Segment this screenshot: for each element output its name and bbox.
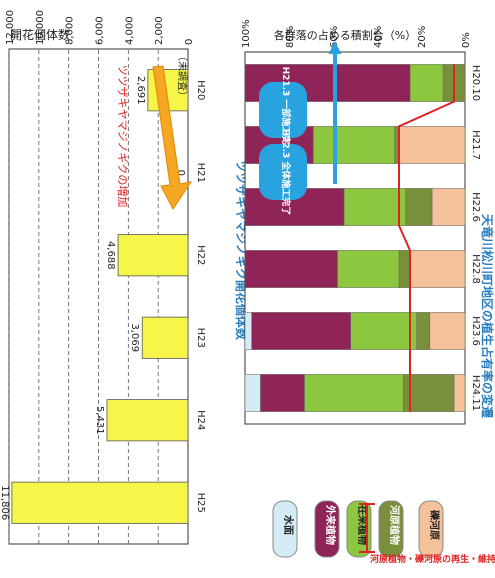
flowering-count-tick-label: 2,000 bbox=[154, 16, 165, 45]
vegetation-legend-label: 水面 bbox=[282, 514, 295, 535]
construction-event-label: H22.3 全体施工完了 bbox=[280, 129, 292, 216]
vegetation-legend-swatch bbox=[378, 500, 404, 558]
vegetation-share-red-line-path bbox=[398, 64, 455, 412]
vegetation-share-segment bbox=[416, 312, 431, 350]
vegetation-share-caption: 天竜川松川町地区の植生占有率の変遷 bbox=[480, 214, 495, 418]
vegetation-share-segment bbox=[350, 312, 417, 350]
vegetation-share-segment bbox=[453, 374, 466, 412]
flowering-count-bar bbox=[11, 481, 189, 524]
vegetation-legend-label: 礫河原 bbox=[428, 510, 441, 540]
flowering-count-tick-label: 10,000 bbox=[35, 10, 46, 45]
vegetation-share-segment bbox=[403, 374, 455, 412]
vegetation-share-tick-label: 40% bbox=[373, 26, 384, 48]
flowering-count-tick-label: 4,000 bbox=[124, 16, 135, 45]
vegetation-share-segment bbox=[409, 250, 466, 288]
flowering-count-category-label: H23 bbox=[195, 328, 206, 348]
flowering-count-value-label: 5,431 bbox=[94, 406, 105, 435]
vegetation-share-category-label: H21.7 bbox=[470, 130, 481, 160]
construction-event-badge bbox=[259, 144, 307, 200]
vegetation-share-segment bbox=[312, 126, 395, 164]
vegetation-share-segment bbox=[304, 374, 404, 412]
vegetation-share-chart: 0% 20% 40% 60% 80% 100% H20.10 H21.7 H22.6 H22.8… bbox=[241, 19, 495, 565]
vegetation-share-category-label: H23.6 bbox=[470, 316, 481, 346]
flowering-count-chart: 2,691 0 4,688 3,069 5,431 11,806 H20 H21 H22 H23… bbox=[0, 10, 249, 545]
restoration-bracket bbox=[359, 503, 375, 553]
vegetation-legend-label: 河原植物 bbox=[388, 505, 401, 545]
flowering-count-title: 開花個体数 bbox=[10, 27, 70, 42]
flowering-count-category-label: H24 bbox=[195, 410, 206, 430]
vegetation-legend-label: 在来植物 bbox=[356, 505, 369, 545]
vegetation-share-category-labels: H20.10 H21.7 H22.6 H22.8 H23.6 H24.11 bbox=[470, 65, 481, 411]
vegetation-share-axis-label: 各群落の占める積割合（%） bbox=[274, 28, 416, 42]
flowering-count-category-label: H22 bbox=[195, 245, 206, 265]
vegetation-legend-label: 外来植物 bbox=[324, 504, 337, 545]
construction-event-badge bbox=[259, 82, 307, 138]
vegetation-share-segment bbox=[260, 374, 305, 412]
not-surveyed-label: （未調査） bbox=[176, 51, 189, 101]
vegetation-legend: 礫河原 河原植物 在来植物 外来植物 水面 bbox=[272, 500, 444, 558]
vegetation-share-segment bbox=[405, 188, 433, 226]
vegetation-share-category-label: H24.11 bbox=[470, 375, 481, 411]
vegetation-legend-swatch bbox=[346, 500, 372, 558]
construction-event-label: H21.3 一部施工完了 bbox=[280, 67, 292, 154]
flowering-count-category-label: H21 bbox=[195, 163, 206, 183]
rotated-figure: 2,691 0 4,688 3,069 5,431 11,806 H20 H21 H22 H23… bbox=[0, 10, 495, 565]
vegetation-share-segment bbox=[251, 312, 351, 350]
vegetation-share-red-line bbox=[398, 64, 455, 412]
vegetation-legend-swatch bbox=[314, 500, 340, 558]
vegetation-share-tick-labels: 0% 20% 40% 60% 80% 100% bbox=[241, 19, 472, 48]
vegetation-share-category-label: H22.6 bbox=[470, 192, 481, 222]
flowering-count-value-label: 2,691 bbox=[135, 76, 146, 105]
flowering-count-bar bbox=[117, 234, 189, 277]
vegetation-share-tick-label: 0% bbox=[461, 32, 472, 48]
vegetation-share-segment bbox=[431, 188, 466, 226]
flowering-count-value-label: 3,069 bbox=[129, 323, 140, 352]
vegetation-share-tick-label: 100% bbox=[241, 19, 252, 48]
vegetation-share-tick-label: 80% bbox=[285, 26, 296, 48]
flowering-count-category-label: H25 bbox=[195, 493, 206, 513]
flowering-count-grid bbox=[8, 48, 189, 545]
flowering-count-tick-label: 0 bbox=[184, 39, 195, 45]
flowering-count-category-labels: H20 H21 H22 H23 H24 H25 bbox=[195, 80, 206, 513]
vegetation-share-segment bbox=[343, 188, 406, 226]
vegetation-share-segment bbox=[429, 312, 466, 350]
vegetation-share-segment bbox=[337, 250, 400, 288]
vegetation-legend-swatch bbox=[418, 500, 444, 558]
vegetation-share-category-label: H20.10 bbox=[470, 65, 481, 101]
vegetation-share-segment bbox=[244, 312, 252, 350]
vegetation-share-segment bbox=[244, 250, 338, 288]
vegetation-share-segment bbox=[398, 250, 411, 288]
increase-trend-arrow bbox=[152, 65, 193, 210]
vegetation-share-tick-label: 60% bbox=[329, 26, 340, 48]
flowering-count-tick-labels: 0 2,000 4,000 6,000 8,000 10,000 12,000 bbox=[5, 10, 195, 45]
flowering-count-value-label: 4,688 bbox=[105, 241, 116, 270]
flowering-count-bar bbox=[141, 316, 189, 359]
flowering-count-value-label: 0 bbox=[175, 170, 186, 176]
vegetation-share-segment bbox=[244, 374, 261, 412]
flowering-count-category-label: H20 bbox=[195, 80, 206, 100]
flowering-count-bar bbox=[106, 399, 189, 442]
flowering-count-value-labels: 2,691 0 4,688 3,069 5,431 11,806 bbox=[0, 76, 186, 520]
flowering-count-tick-label: 6,000 bbox=[95, 16, 106, 45]
vegetation-share-segment bbox=[398, 126, 466, 164]
flowering-count-value-label: 11,806 bbox=[0, 485, 10, 520]
flowering-count-tick-label: 8,000 bbox=[65, 16, 76, 45]
flowering-count-tick-label: 12,000 bbox=[5, 10, 16, 45]
flowering-count-bars bbox=[11, 69, 189, 524]
vegetation-legend-swatch bbox=[272, 500, 298, 558]
vegetation-share-tick-label: 20% bbox=[417, 26, 428, 48]
vegetation-share-segment bbox=[409, 64, 444, 102]
restoration-bracket-label: 河原植物・礫河原の再生・維持 bbox=[370, 553, 495, 565]
increase-trend-label: ツツザキヤマジノギクの増加 bbox=[116, 65, 129, 208]
vegetation-share-category-label: H22.8 bbox=[470, 254, 481, 284]
